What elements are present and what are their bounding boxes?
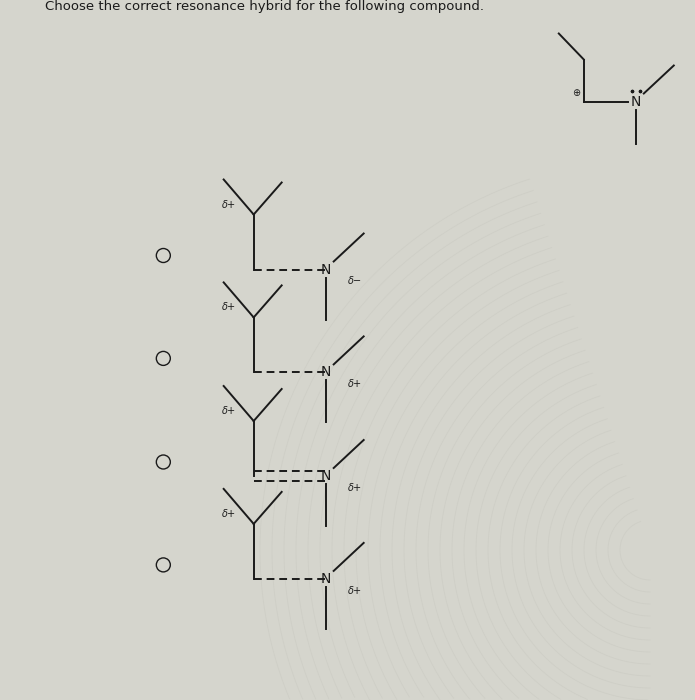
- Text: δ+: δ+: [222, 199, 236, 209]
- Text: N: N: [630, 94, 641, 108]
- Text: δ+: δ+: [348, 483, 362, 493]
- Text: N: N: [320, 572, 331, 586]
- Text: N: N: [320, 262, 331, 276]
- Text: δ+: δ+: [222, 509, 236, 519]
- Text: δ+: δ+: [222, 302, 236, 312]
- Text: N: N: [320, 469, 331, 483]
- Text: δ+: δ+: [222, 406, 236, 416]
- Text: ⊕: ⊕: [572, 88, 580, 99]
- Text: δ+: δ+: [348, 379, 362, 389]
- Text: Choose the correct resonance hybrid for the following compound.: Choose the correct resonance hybrid for …: [45, 0, 484, 13]
- Text: N: N: [320, 365, 331, 379]
- Text: δ−: δ−: [348, 276, 362, 286]
- Text: δ+: δ+: [348, 586, 362, 596]
